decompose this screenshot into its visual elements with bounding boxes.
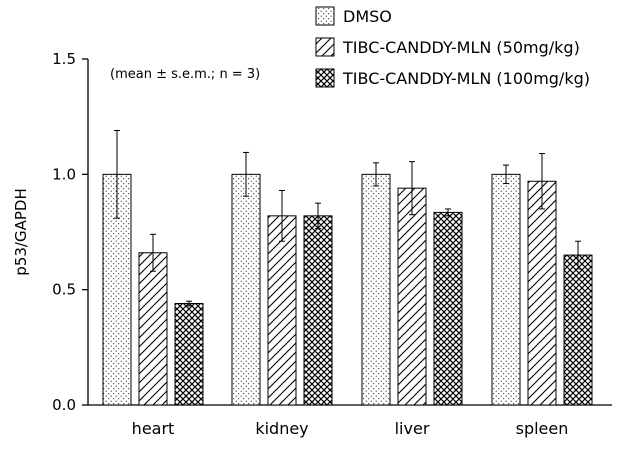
legend-label-series-3: TIBC-CANDDY-MLN (100mg/kg) <box>342 69 590 88</box>
legend: DMSO TIBC-CANDDY-MLN (50mg/kg) TIBC-CANDDY… <box>316 7 590 88</box>
y-tick-label: 1.0 <box>52 165 76 183</box>
bar-spleen-series-1 <box>492 174 520 405</box>
y-tick-label: 0.0 <box>52 396 76 414</box>
x-tick-label-kidney: kidney <box>255 419 308 438</box>
x-tick-label-liver: liver <box>395 419 430 438</box>
bar-kidney-series-1 <box>232 174 260 405</box>
legend-swatch-series-3 <box>316 69 334 87</box>
bars-group: heart kidney liver spleen <box>103 131 592 438</box>
y-tick-label: 1.5 <box>52 50 76 68</box>
y-axis-label: p53/GAPDH <box>12 188 30 275</box>
bar-liver-series-1 <box>362 174 390 405</box>
bar-liver-series-3 <box>434 212 462 405</box>
bar-spleen-series-2 <box>528 181 556 405</box>
legend-label-series-2: TIBC-CANDDY-MLN (50mg/kg) <box>342 38 580 57</box>
bar-kidney-series-2 <box>268 216 296 405</box>
bar-heart-series-3 <box>175 304 203 405</box>
bar-heart-series-2 <box>139 253 167 405</box>
y-tick-label: 0.5 <box>52 281 76 299</box>
legend-label-series-1: DMSO <box>343 7 392 26</box>
bar-kidney-series-3 <box>304 216 332 405</box>
legend-swatch-series-2 <box>316 38 334 56</box>
x-tick-label-heart: heart <box>132 419 175 438</box>
x-tick-label-spleen: spleen <box>516 419 569 438</box>
bar-spleen-series-3 <box>564 255 592 405</box>
legend-swatch-series-1 <box>316 7 334 25</box>
bar-liver-series-2 <box>398 188 426 405</box>
stats-annotation: (mean ± s.e.m.; n = 3) <box>110 67 260 82</box>
